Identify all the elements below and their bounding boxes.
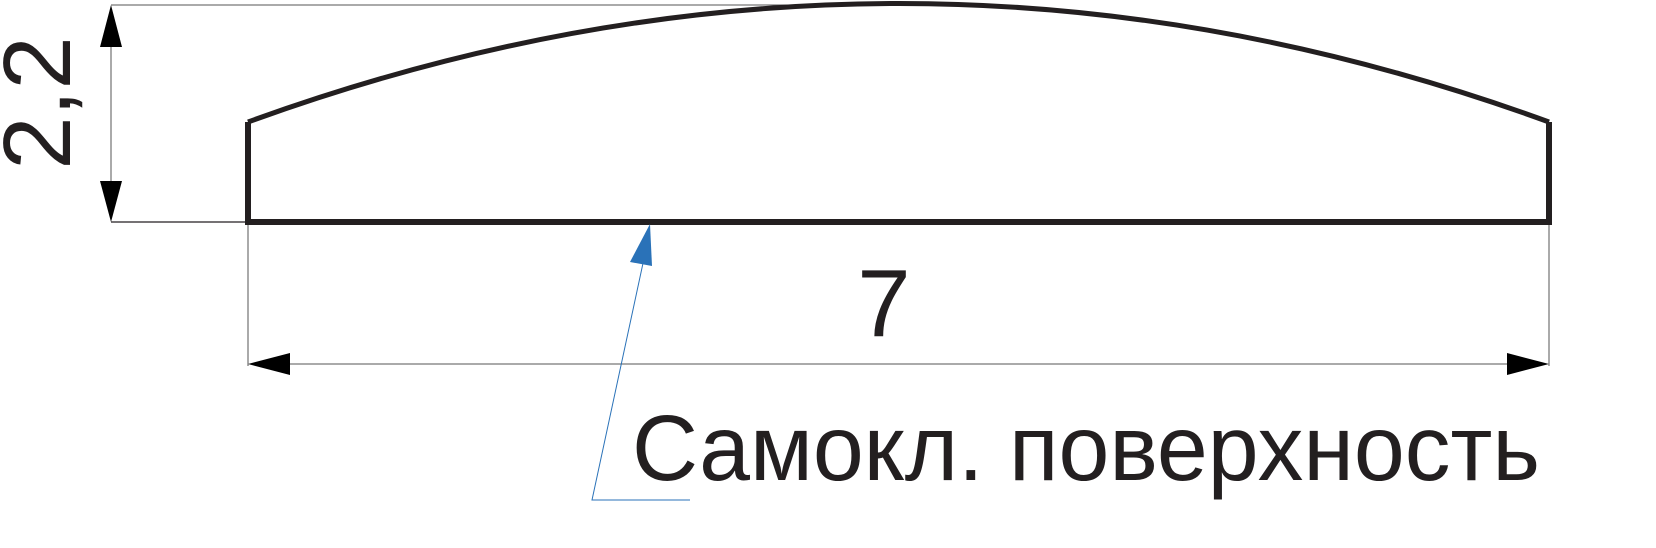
arrow-down-icon (100, 181, 122, 222)
width-dimension-line (248, 353, 1549, 375)
leader-label: Самокл. поверхность (632, 396, 1540, 500)
arrow-left-icon (248, 353, 290, 375)
part-outline (245, 1, 1552, 225)
height-dimension-line (100, 5, 122, 222)
leader-arrow-icon (630, 224, 652, 266)
arrow-up-icon (100, 5, 122, 47)
height-dimension-label: 2,2 (0, 36, 91, 169)
leader-line (591, 224, 690, 501)
width-dimension-label: 7 (857, 250, 910, 357)
arrow-right-icon (1507, 353, 1549, 375)
